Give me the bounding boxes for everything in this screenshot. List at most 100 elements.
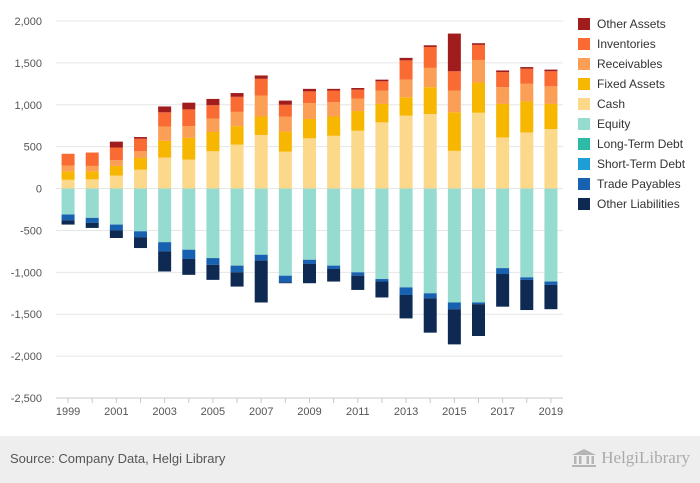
bar-equity[interactable] (423, 188, 437, 294)
bar-cash[interactable] (303, 138, 316, 189)
bar-receivables[interactable] (351, 98, 365, 112)
bar-fixed-assets[interactable] (85, 171, 99, 180)
bar-cash[interactable] (472, 112, 485, 189)
bar-inventories[interactable] (134, 138, 147, 152)
bar-inventories[interactable] (278, 104, 292, 117)
bar-equity[interactable] (520, 188, 534, 278)
bar-receivables[interactable] (375, 90, 389, 104)
bar-equity[interactable] (206, 188, 220, 259)
bar-fixed-assets[interactable] (399, 97, 413, 116)
bar-equity[interactable] (254, 188, 268, 255)
bar-trade-payables[interactable] (375, 279, 389, 282)
bar-receivables[interactable] (182, 126, 196, 138)
bar-equity[interactable] (109, 188, 123, 225)
legend-item-receivables[interactable]: Receivables (578, 54, 685, 74)
bar-other-liabilities[interactable] (447, 309, 461, 345)
bar-trade-payables[interactable] (423, 293, 437, 299)
bar-other-assets[interactable] (182, 102, 196, 110)
legend-item-equity[interactable]: Equity (578, 114, 685, 134)
bar-other-liabilities[interactable] (327, 268, 341, 282)
bar-cash[interactable] (447, 150, 461, 189)
bar-other-assets[interactable] (351, 88, 365, 90)
bar-receivables[interactable] (134, 151, 147, 158)
bar-cash[interactable] (351, 130, 365, 189)
legend-item-long-term-debt[interactable]: Long-Term Debt (578, 134, 685, 154)
bar-fixed-assets[interactable] (327, 116, 341, 136)
bar-fixed-assets[interactable] (61, 171, 75, 180)
legend-item-other-liabilities[interactable]: Other Liabilities (578, 194, 685, 214)
bar-fixed-assets[interactable] (254, 116, 268, 135)
legend-item-short-term-debt[interactable]: Short-Term Debt (578, 154, 685, 174)
bar-other-assets[interactable] (109, 141, 123, 148)
bar-other-liabilities[interactable] (85, 222, 99, 228)
bar-other-liabilities[interactable] (158, 251, 172, 272)
bar-inventories[interactable] (327, 90, 341, 103)
bar-other-assets[interactable] (278, 100, 292, 105)
bar-receivables[interactable] (327, 102, 341, 117)
bar-fixed-assets[interactable] (351, 111, 365, 131)
bar-other-liabilities[interactable] (351, 275, 365, 290)
bar-trade-payables[interactable] (496, 268, 510, 275)
bar-trade-payables[interactable] (206, 258, 220, 265)
bar-inventories[interactable] (520, 68, 534, 84)
bar-inventories[interactable] (544, 71, 558, 87)
bar-other-liabilities[interactable] (230, 272, 244, 287)
bar-cash[interactable] (544, 129, 558, 189)
bar-other-assets[interactable] (544, 69, 558, 72)
bar-trade-payables[interactable] (520, 277, 534, 280)
bar-other-assets[interactable] (447, 33, 461, 72)
bar-inventories[interactable] (375, 81, 389, 91)
bar-cash[interactable] (134, 169, 147, 189)
bar-equity[interactable] (399, 188, 413, 288)
bar-other-assets[interactable] (158, 106, 172, 113)
bar-inventories[interactable] (303, 91, 316, 104)
bar-trade-payables[interactable] (351, 272, 365, 276)
bar-other-assets[interactable] (230, 93, 244, 97)
bar-equity[interactable] (496, 188, 510, 269)
bar-fixed-assets[interactable] (375, 103, 389, 123)
bar-trade-payables[interactable] (544, 281, 558, 285)
bar-equity[interactable] (544, 188, 558, 282)
bar-trade-payables[interactable] (303, 259, 316, 264)
bar-equity[interactable] (447, 188, 461, 303)
bar-receivables[interactable] (85, 165, 99, 172)
bar-receivables[interactable] (520, 83, 534, 102)
bar-other-liabilities[interactable] (61, 220, 75, 225)
bar-inventories[interactable] (254, 78, 268, 96)
bar-fixed-assets[interactable] (447, 112, 461, 151)
bar-fixed-assets[interactable] (158, 140, 172, 158)
bar-other-liabilities[interactable] (182, 258, 196, 275)
legend-item-cash[interactable]: Cash (578, 94, 685, 114)
bar-fixed-assets[interactable] (109, 165, 123, 176)
bar-cash[interactable] (254, 134, 268, 189)
bar-receivables[interactable] (447, 90, 461, 113)
bar-other-assets[interactable] (206, 98, 220, 106)
bar-inventories[interactable] (423, 46, 437, 68)
bar-other-liabilities[interactable] (254, 260, 268, 303)
bar-receivables[interactable] (399, 79, 413, 98)
bar-fixed-assets[interactable] (472, 82, 485, 113)
bar-other-assets[interactable] (496, 70, 510, 73)
bar-trade-payables[interactable] (134, 231, 147, 238)
bar-trade-payables[interactable] (472, 302, 485, 305)
bar-fixed-assets[interactable] (303, 119, 316, 139)
bar-other-liabilities[interactable] (423, 298, 437, 333)
bar-cash[interactable] (496, 137, 510, 189)
bar-inventories[interactable] (109, 147, 123, 161)
bar-other-assets[interactable] (399, 57, 413, 61)
bar-receivables[interactable] (472, 59, 485, 83)
bar-other-liabilities[interactable] (520, 279, 534, 311)
bar-cash[interactable] (182, 159, 196, 189)
bar-other-assets[interactable] (327, 88, 341, 91)
bar-cash[interactable] (158, 157, 172, 189)
bar-inventories[interactable] (351, 89, 365, 99)
bar-cash[interactable] (399, 115, 413, 189)
bar-fixed-assets[interactable] (230, 126, 244, 145)
bar-cash[interactable] (520, 132, 534, 189)
bar-inventories[interactable] (182, 109, 196, 127)
bar-fixed-assets[interactable] (182, 137, 196, 160)
bar-trade-payables[interactable] (61, 214, 75, 221)
bar-trade-payables[interactable] (327, 265, 341, 269)
bar-other-liabilities[interactable] (375, 281, 389, 298)
bar-other-assets[interactable] (520, 67, 534, 69)
